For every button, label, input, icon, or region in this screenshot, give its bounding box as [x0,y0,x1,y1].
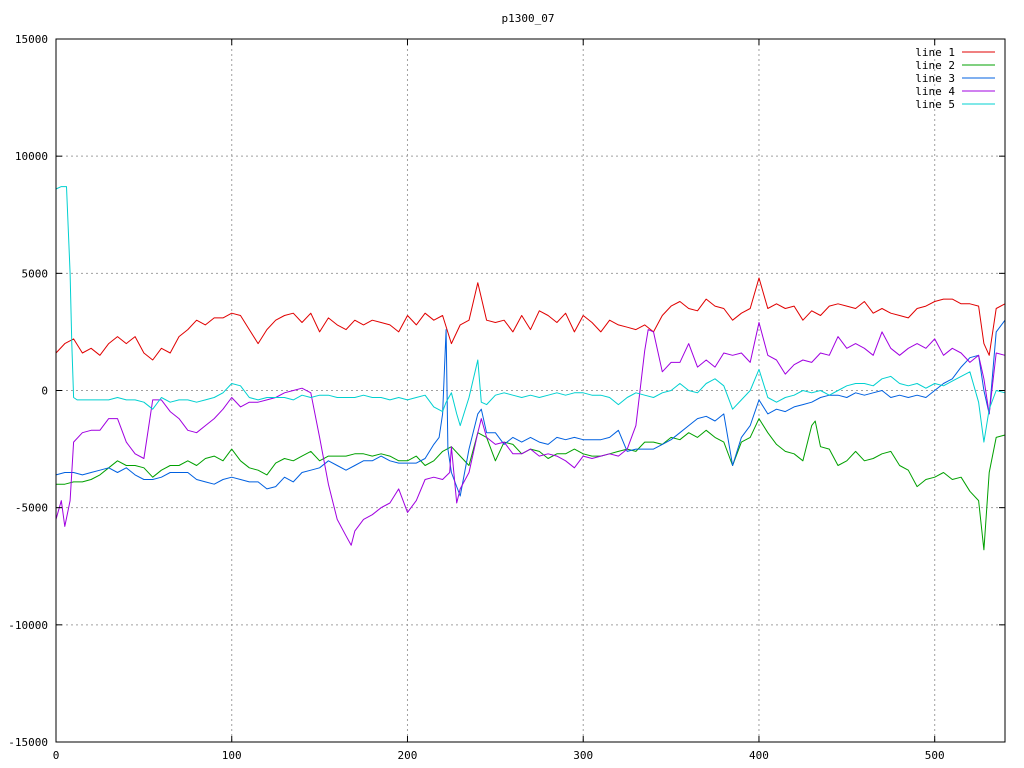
legend-label: line 1 [915,46,955,59]
series-line-2 [56,418,1006,551]
series-line-5 [55,186,1006,443]
series-line-4 [55,322,1006,546]
y-tick-label: -10000 [8,619,48,632]
y-tick-label: 0 [41,385,48,398]
x-tick-label: 500 [925,749,945,762]
legend-label: line 3 [915,72,955,85]
series-line-1 [55,277,1006,361]
x-tick-label: 200 [398,749,418,762]
chart-title: p1300_07 [502,12,555,25]
y-tick-label: 10000 [15,150,48,163]
x-tick-label: 100 [222,749,242,762]
legend-label: line 2 [915,59,955,72]
x-tick-label: 300 [573,749,593,762]
axis-ticks: -15000 -10000 -5000 0 5000 10000 15000 0 100 200 3… [8,33,1005,762]
y-tick-label: -15000 [8,736,48,749]
y-tick-label: 5000 [22,267,49,280]
x-tick-label: 0 [53,749,60,762]
x-tick-label: 400 [749,749,769,762]
series-line-3 [55,319,1006,497]
series-lines [55,186,1006,551]
y-tick-label: -5000 [15,502,48,515]
legend-label: line 5 [915,98,955,111]
legend-label: line 4 [915,85,955,98]
grid-lines [56,39,1005,742]
y-tick-label: 15000 [15,33,48,46]
